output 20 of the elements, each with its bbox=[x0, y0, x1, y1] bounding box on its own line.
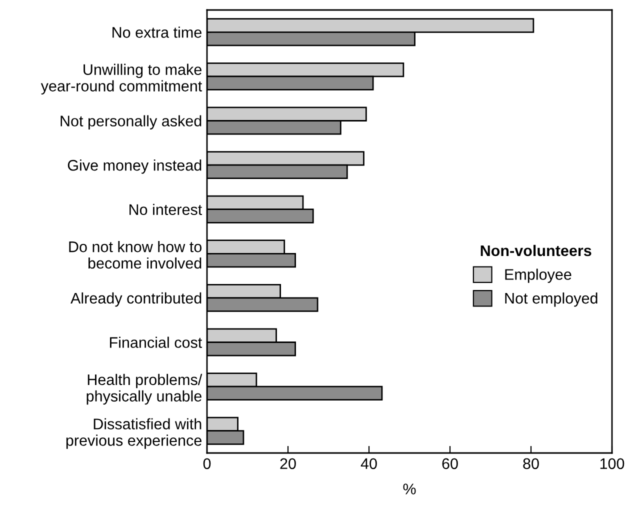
y-tick-label: Not personally asked bbox=[60, 115, 202, 130]
y-tick-label: Give money instead bbox=[68, 160, 202, 174]
y-tick-label: Do not know how to become involved bbox=[69, 240, 202, 269]
legend-label: Employee bbox=[505, 268, 572, 283]
x-tick-label: 60 bbox=[442, 458, 458, 470]
x-tick-label: 40 bbox=[360, 458, 377, 470]
y-tick-label: Financial cost bbox=[110, 336, 202, 348]
y-tick-label: No extra time bbox=[112, 26, 202, 38]
y-tick-label: No interest bbox=[130, 204, 202, 216]
legend-title: Non-volunteers bbox=[480, 244, 592, 256]
x-tick-label: 0 bbox=[203, 458, 211, 470]
y-tick-label: Already contributed bbox=[70, 292, 202, 307]
x-axis-title: % bbox=[403, 484, 416, 494]
y-tick-label: Dissatisfied with previous experience bbox=[66, 418, 202, 449]
legend-label: Not employed bbox=[505, 292, 598, 307]
x-tick-label: 20 bbox=[280, 458, 296, 470]
x-tick-label: 100 bbox=[600, 458, 624, 470]
y-tick-label: Health problems/ physically unable bbox=[86, 374, 202, 405]
y-tick-label: Unwilling to make year-round commitment bbox=[40, 64, 202, 94]
x-tick-label: 80 bbox=[523, 458, 539, 470]
